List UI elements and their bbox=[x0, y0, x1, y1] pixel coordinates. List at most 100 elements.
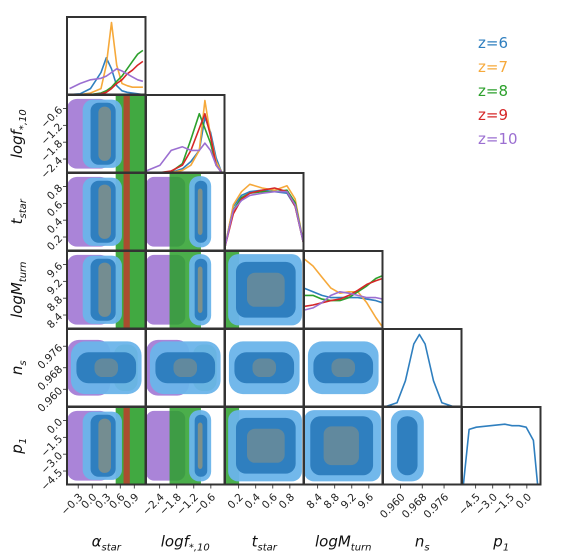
x-tick-label-t_star: 0.6 bbox=[260, 491, 281, 512]
posterior-contour-z7 bbox=[98, 418, 111, 473]
x-axis-label-alpha_star: αstar bbox=[92, 533, 122, 554]
y-tick-label-n_s: 0.976 bbox=[35, 342, 65, 372]
posterior-region-z9 bbox=[123, 407, 130, 485]
y-tick-label-log_Mturn: 8.8 bbox=[45, 294, 65, 314]
panel-2d-n_s-vs-p_1 bbox=[382, 406, 463, 486]
panel-background bbox=[67, 17, 146, 95]
y-tick-label-log_Mturn: 9.2 bbox=[45, 277, 65, 297]
x-tick-label-n_s: 0.976 bbox=[422, 491, 452, 521]
posterior-contour-z7 bbox=[173, 358, 198, 378]
marginal-curve-z7-alpha_star bbox=[69, 21, 143, 96]
posterior-contour-z7 bbox=[197, 422, 203, 469]
posterior-contour-z7 bbox=[94, 358, 119, 378]
x-tick-label-t_star: 0.4 bbox=[243, 491, 264, 512]
panel-background bbox=[383, 329, 462, 407]
x-tick-label-log_Mturn: 9.6 bbox=[356, 491, 377, 512]
posterior-region-z6-inner bbox=[235, 417, 296, 474]
posterior-contour-z7 bbox=[197, 188, 203, 235]
posterior-contour-z7 bbox=[98, 184, 111, 239]
legend-entry-z7: z=7 bbox=[478, 58, 508, 76]
panel-2d-alpha_star-vs-log_Mturn bbox=[66, 250, 147, 330]
x-tick-label-t_star: 0.8 bbox=[277, 491, 297, 511]
y-tick-label-log_Mturn: 8.4 bbox=[45, 311, 66, 332]
panel-1d-log_fstar10 bbox=[145, 94, 226, 174]
x-axis-label-p_1: p1 bbox=[492, 533, 509, 554]
marginal-curve-z6-n_s bbox=[385, 333, 454, 408]
panel-2d-log_fstar10-vs-t_star bbox=[145, 172, 226, 252]
posterior-region-z9 bbox=[123, 251, 130, 329]
posterior-contour-z7 bbox=[98, 262, 111, 317]
x-axis-label-t_star: tstar bbox=[252, 533, 278, 554]
marginal-curve-z6-p_1 bbox=[462, 423, 539, 485]
x-axis-label-log_Mturn: logMturn bbox=[315, 533, 372, 554]
posterior-region-z6-inner bbox=[313, 352, 374, 384]
panel-1d-log_Mturn bbox=[303, 250, 384, 330]
x-tick-label-alpha_star: 0.9 bbox=[121, 491, 141, 511]
panel-2d-alpha_star-vs-log_fstar10 bbox=[66, 94, 147, 174]
panel-2d-t_star-vs-log_Mturn bbox=[224, 250, 305, 330]
marginal-curve-z10-log_Mturn bbox=[303, 291, 383, 311]
panel-background bbox=[304, 251, 383, 329]
y-axis-label-log_fstar10: logf*,10 bbox=[8, 109, 29, 158]
marginal-curve-z10-log_fstar10 bbox=[145, 142, 223, 173]
x-tick-label-t_star: 0.2 bbox=[226, 491, 246, 511]
panel-2d-log_Mturn-vs-n_s bbox=[303, 328, 384, 408]
y-axis-label-t_star: tstar bbox=[8, 198, 29, 224]
y-tick-label-t_star: 0.6 bbox=[45, 199, 66, 220]
x-tick-label-p_1: 0.0 bbox=[514, 491, 534, 511]
marginal-curve-z6-alpha_star bbox=[69, 57, 144, 96]
posterior-contour-z7 bbox=[252, 358, 277, 378]
panel-1d-n_s bbox=[382, 328, 463, 408]
posterior-contour-z7 bbox=[98, 106, 111, 161]
y-axis-label-p_1: p1 bbox=[8, 438, 29, 455]
legend-entry-z10: z=10 bbox=[478, 130, 518, 148]
marginal-curve-z10-alpha_star bbox=[69, 68, 144, 90]
x-axis-label-log_fstar10: logf*,10 bbox=[161, 533, 210, 554]
posterior-region-z6-inner bbox=[194, 258, 208, 321]
posterior-contour-z7 bbox=[246, 272, 285, 307]
posterior-contour-z7 bbox=[197, 266, 203, 313]
panel-2d-alpha_star-vs-t_star bbox=[66, 172, 147, 252]
posterior-region-z6-inner bbox=[90, 414, 116, 477]
posterior-region-z6-inner bbox=[76, 352, 137, 384]
y-axis-label-n_s: ns bbox=[8, 360, 29, 375]
posterior-region-z6-inner bbox=[397, 416, 418, 476]
panel-background bbox=[462, 407, 541, 485]
marginal-curve-z7-t_star bbox=[224, 183, 305, 247]
panel-background bbox=[225, 173, 304, 251]
x-tick-label-log_Mturn: 8.8 bbox=[322, 491, 342, 511]
posterior-region-z9 bbox=[123, 173, 130, 251]
x-tick-label-log_Mturn: 8.4 bbox=[305, 491, 326, 512]
y-tick-label-t_star: 0.4 bbox=[45, 216, 66, 237]
legend-entry-z9: z=9 bbox=[478, 106, 508, 124]
panel-2d-t_star-vs-n_s bbox=[224, 328, 305, 408]
y-tick-label-p_1: 0.0 bbox=[45, 416, 65, 436]
y-tick-label-t_star: 0.2 bbox=[45, 233, 65, 253]
posterior-region-z6-inner bbox=[90, 258, 116, 321]
posterior-region-z6-inner bbox=[90, 180, 116, 243]
panel-1d-p_1 bbox=[461, 406, 542, 486]
y-axis-label-log_Mturn: logMturn bbox=[8, 261, 29, 318]
posterior-region-z6-inner bbox=[155, 352, 216, 384]
panel-2d-log_Mturn-vs-p_1 bbox=[303, 406, 384, 486]
y-tick-label-t_star: 0.8 bbox=[45, 182, 65, 202]
panel-2d-log_fstar10-vs-n_s bbox=[145, 328, 226, 408]
panel-2d-t_star-vs-p_1 bbox=[224, 406, 305, 486]
posterior-contour-z7 bbox=[323, 426, 359, 466]
posterior-contour-z7 bbox=[246, 428, 285, 463]
legend-entry-z6: z=6 bbox=[478, 34, 508, 52]
marginal-curve-z9-log_Mturn bbox=[303, 277, 383, 308]
panel-1d-t_star bbox=[224, 172, 305, 252]
y-tick-label-log_Mturn: 9.6 bbox=[45, 260, 66, 281]
legend-entry-z8: z=8 bbox=[478, 82, 508, 100]
marginal-curve-z10-t_star bbox=[224, 190, 305, 247]
posterior-region-z6-inner bbox=[194, 180, 208, 243]
panel-1d-alpha_star bbox=[66, 16, 147, 96]
x-axis-label-n_s: ns bbox=[415, 533, 430, 554]
posterior-contour-z7 bbox=[331, 358, 356, 378]
panel-2d-alpha_star-vs-n_s bbox=[66, 328, 147, 408]
posterior-region-z6-inner bbox=[235, 261, 296, 318]
panel-2d-alpha_star-vs-p_1 bbox=[66, 406, 147, 486]
posterior-region-z6-inner bbox=[90, 102, 116, 165]
